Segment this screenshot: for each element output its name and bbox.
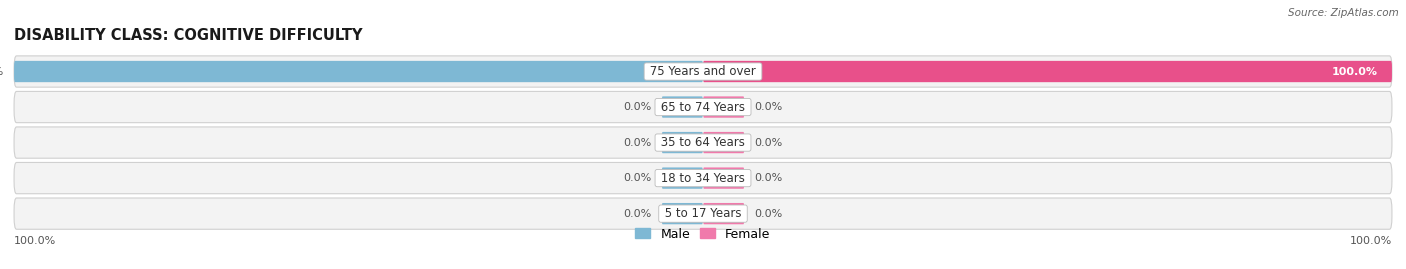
Text: 0.0%: 0.0% xyxy=(623,209,651,219)
FancyBboxPatch shape xyxy=(703,96,744,118)
Text: 100.0%: 100.0% xyxy=(1331,66,1378,76)
Text: 75 Years and over: 75 Years and over xyxy=(647,65,759,78)
Text: 5 to 17 Years: 5 to 17 Years xyxy=(661,207,745,220)
Text: 0.0%: 0.0% xyxy=(755,209,783,219)
Text: 0.0%: 0.0% xyxy=(623,102,651,112)
Text: 100.0%: 100.0% xyxy=(1350,236,1392,246)
FancyBboxPatch shape xyxy=(14,56,1392,87)
FancyBboxPatch shape xyxy=(662,167,703,189)
FancyBboxPatch shape xyxy=(703,203,744,224)
FancyBboxPatch shape xyxy=(703,61,1392,82)
Text: 100.0%: 100.0% xyxy=(0,66,4,76)
Text: 0.0%: 0.0% xyxy=(755,173,783,183)
Text: Source: ZipAtlas.com: Source: ZipAtlas.com xyxy=(1288,8,1399,18)
Text: 100.0%: 100.0% xyxy=(14,236,56,246)
Legend: Male, Female: Male, Female xyxy=(630,222,776,246)
FancyBboxPatch shape xyxy=(14,162,1392,194)
Text: 0.0%: 0.0% xyxy=(623,137,651,148)
Text: 18 to 34 Years: 18 to 34 Years xyxy=(657,172,749,185)
FancyBboxPatch shape xyxy=(14,91,1392,123)
Text: 0.0%: 0.0% xyxy=(755,102,783,112)
FancyBboxPatch shape xyxy=(662,203,703,224)
FancyBboxPatch shape xyxy=(703,167,744,189)
FancyBboxPatch shape xyxy=(662,132,703,153)
Text: DISABILITY CLASS: COGNITIVE DIFFICULTY: DISABILITY CLASS: COGNITIVE DIFFICULTY xyxy=(14,28,363,43)
FancyBboxPatch shape xyxy=(14,198,1392,229)
Text: 0.0%: 0.0% xyxy=(755,137,783,148)
Text: 35 to 64 Years: 35 to 64 Years xyxy=(657,136,749,149)
FancyBboxPatch shape xyxy=(14,127,1392,158)
FancyBboxPatch shape xyxy=(703,132,744,153)
FancyBboxPatch shape xyxy=(662,96,703,118)
Text: 65 to 74 Years: 65 to 74 Years xyxy=(657,101,749,114)
Text: 0.0%: 0.0% xyxy=(623,173,651,183)
FancyBboxPatch shape xyxy=(14,61,703,82)
